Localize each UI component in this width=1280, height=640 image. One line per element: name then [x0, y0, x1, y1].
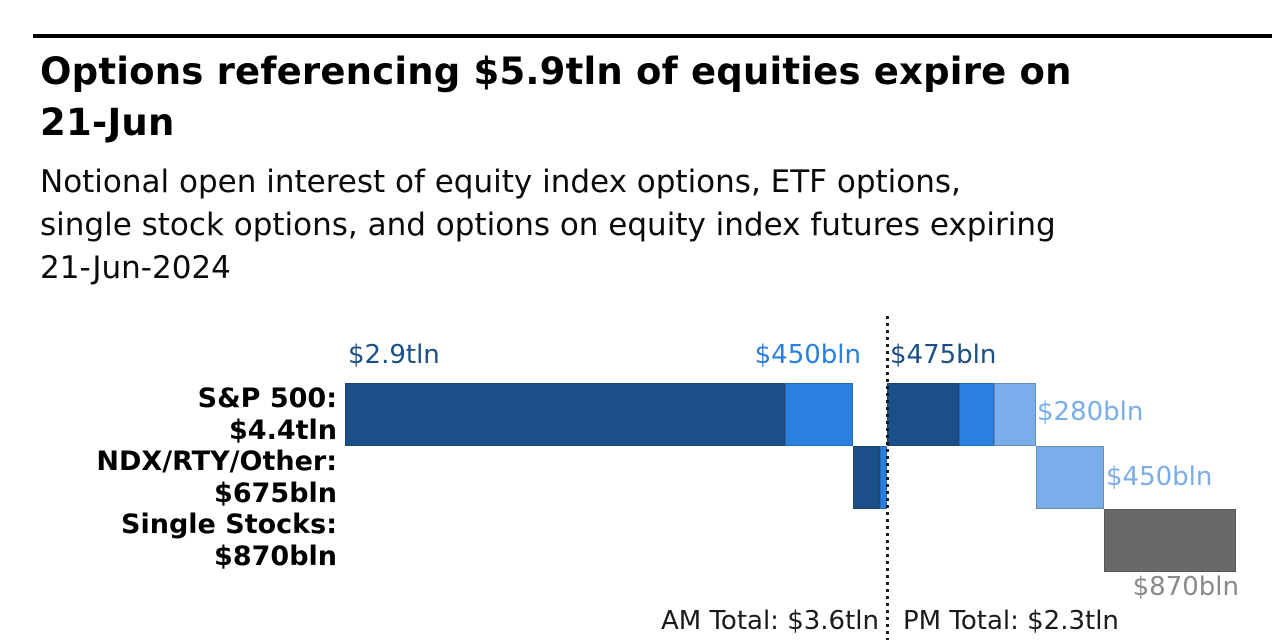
am-pm-divider-dotted-line [886, 316, 890, 640]
row-label-single-stocks: Single Stocks: $870bln [0, 509, 337, 572]
bar-segment-pm-row0-light [993, 383, 1036, 446]
chart-subtitle-line1: Notional open interest of equity index o… [40, 164, 961, 200]
value-label-29tln: $2.9tln [348, 340, 440, 370]
value-label-280bln: $280bln [1037, 397, 1144, 427]
value-label-450bln: $450bln [1106, 462, 1213, 492]
chart-subtitle-line2: single stock options, and options on equ… [40, 207, 1056, 243]
row-label-total: $870bln [214, 540, 337, 572]
bar-segment-am-row1-bright [879, 446, 888, 509]
row-label-s-p-500: S&P 500: $4.4tln [0, 383, 337, 446]
chart-subtitle-line3: 21-Jun-2024 [40, 250, 231, 286]
chart-title-line1: Options referencing $5.9tln of equities … [40, 50, 1072, 93]
bar-segment-am-row0-navy [345, 383, 785, 446]
bar-segment-pm-row0-navy [887, 383, 960, 446]
row-label-name: Single Stocks: [121, 508, 337, 540]
bar-segment-pm-row0-bright [959, 383, 994, 446]
row-label-total: $4.4tln [229, 414, 337, 446]
row-label-total: $675bln [214, 477, 337, 509]
value-label-475bln: $475bln [890, 340, 997, 370]
value-label-870bln: $870bln [1132, 572, 1239, 602]
pm-total-label: PM Total: $2.3tln [903, 606, 1119, 636]
chart-title-line2: 21-Jun [40, 101, 175, 144]
bar-segment-am-row0-bright [784, 383, 854, 446]
am-total-label: AM Total: $3.6tln [660, 606, 879, 636]
top-rule-divider [33, 34, 1272, 38]
row-label-name: S&P 500: [197, 382, 337, 414]
bar-segment-pm-row2-gray [1104, 509, 1237, 572]
bar-segment-am-row1-navy [853, 446, 880, 509]
bar-segment-pm-row1-light [1035, 446, 1105, 509]
chart-title: Options referencing $5.9tln of equities … [40, 46, 1072, 148]
row-label-ndx-rty-other: NDX/RTY/Other: $675bln [0, 446, 337, 509]
row-label-name: NDX/RTY/Other: [96, 445, 337, 477]
value-label-450bln: $450bln [754, 340, 861, 370]
chart-subtitle: Notional open interest of equity index o… [40, 161, 1056, 290]
